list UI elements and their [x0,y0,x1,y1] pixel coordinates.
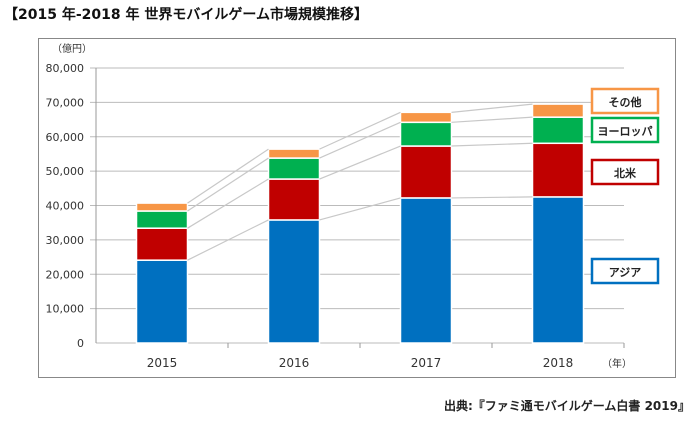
legend-box-アジア [590,257,660,285]
connector-line [451,142,533,147]
x-tick-label: 2017 [411,356,442,370]
x-tick-label: 2016 [279,356,310,370]
bar-2015-北米 [135,227,189,261]
legend-box-ヨーロッパ [590,116,660,144]
legend-label: 北米 [614,166,637,180]
x-tick-label: 2018 [543,356,574,370]
y-tick-label: 20,000 [46,268,85,281]
connector-line [187,148,269,204]
bar-2015-その他 [135,202,189,212]
legend-label: ヨーロッパ [598,125,653,138]
connector-line [319,111,401,150]
bar-2017-北米 [399,145,453,199]
bar-2017-その他 [399,111,453,124]
source-note: 出典:『ファミ通モバイルゲーム白書 2019』 [443,399,690,413]
bar-2015-アジア [135,259,189,344]
x-tick-label: 2015 [147,356,178,370]
bar-2018-北米 [531,142,585,198]
connector-line [319,145,401,180]
bar-2018-その他 [531,103,585,118]
y-axis-unit: （億円） [52,42,92,55]
y-tick-label: 50,000 [46,165,85,178]
legend-box-北米 [590,158,660,186]
y-tick-label: 80,000 [46,62,85,75]
y-tick-label: 70,000 [46,96,85,109]
chart-title: 【2015 年-2018 年 世界モバイルゲーム市場規模推移】 [4,7,368,23]
y-tick-label: 10,000 [46,303,85,316]
bar-2016-その他 [267,148,321,159]
connector-line [451,103,533,113]
bar-2016-アジア [267,219,321,344]
connector-line [187,157,269,212]
bar-2017-ヨーロッパ [399,121,453,147]
legend-label: その他 [609,95,642,109]
bar-2016-ヨーロッパ [267,157,321,180]
connector-line [319,121,401,159]
legend-label: アジア [609,266,642,279]
y-tick-label: 30,000 [46,234,85,247]
y-tick-label: 60,000 [46,131,85,144]
x-axis-unit: （年） [602,357,632,370]
legend-box-その他 [590,87,660,115]
connector-line [187,178,269,229]
connector-line [319,197,401,221]
bar-2018-ヨーロッパ [531,116,585,145]
connector-line [187,219,269,261]
chart-frame [38,38,676,378]
y-tick-label: 40,000 [46,200,85,213]
connector-line [451,116,533,123]
bar-2017-アジア [399,197,453,344]
bar-2015-ヨーロッパ [135,210,189,229]
bar-2016-北米 [267,178,321,221]
bar-2018-アジア [531,196,585,344]
y-tick-label: 0 [77,337,84,350]
connector-line [451,196,533,199]
